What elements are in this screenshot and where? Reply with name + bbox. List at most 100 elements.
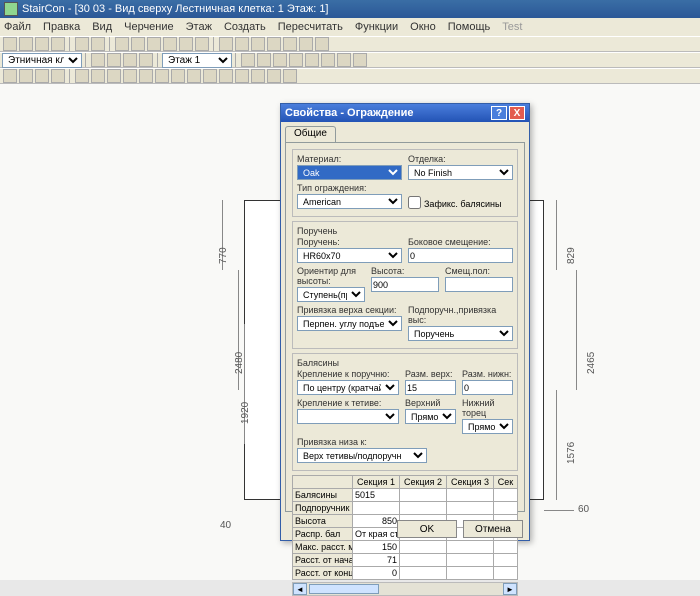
tb-btn[interactable]: [115, 37, 129, 51]
menu-edit[interactable]: Правка: [43, 21, 80, 33]
cell[interactable]: [447, 567, 494, 580]
attach-select[interactable]: По центру (кратчайшее): [297, 380, 399, 395]
cell[interactable]: 71: [353, 554, 400, 567]
height-input[interactable]: [371, 277, 439, 292]
tab-general[interactable]: Общие: [285, 126, 336, 142]
tb-btn[interactable]: [107, 53, 121, 67]
menu-func[interactable]: Функции: [355, 21, 398, 33]
tb-btn[interactable]: [289, 53, 303, 67]
row-hdr[interactable]: Макс. расст. м: [293, 541, 353, 554]
menu-window[interactable]: Окно: [410, 21, 436, 33]
tb-btn[interactable]: [257, 53, 271, 67]
ok-button[interactable]: OK: [397, 520, 457, 538]
menu-floor[interactable]: Этаж: [186, 21, 212, 33]
cell[interactable]: [400, 541, 447, 554]
scroll-left-icon[interactable]: ◄: [293, 583, 307, 595]
menu-create[interactable]: Создать: [224, 21, 266, 33]
type-select[interactable]: American: [297, 194, 402, 209]
tb-btn[interactable]: [35, 37, 49, 51]
tb-btn[interactable]: [299, 37, 313, 51]
cell[interactable]: [447, 554, 494, 567]
tb-btn[interactable]: [219, 69, 233, 83]
row-hdr[interactable]: Расст. от конц: [293, 567, 353, 580]
tb-btn[interactable]: [75, 69, 89, 83]
bot-select[interactable]: Верх тетивы/подпоручн: [297, 448, 427, 463]
tb-btn[interactable]: [91, 37, 105, 51]
tb-btn[interactable]: [139, 53, 153, 67]
th[interactable]: Секция 2: [400, 476, 447, 489]
th[interactable]: Секция 1: [353, 476, 400, 489]
fix-checkbox[interactable]: [408, 196, 421, 209]
tb-btn[interactable]: [19, 69, 33, 83]
tb-btn[interactable]: [267, 37, 281, 51]
tb-btn[interactable]: [131, 37, 145, 51]
cell[interactable]: От края ступ: [353, 528, 400, 541]
cell[interactable]: [494, 489, 518, 502]
tb-btn[interactable]: [321, 53, 335, 67]
finish-select[interactable]: No Finish: [408, 165, 513, 180]
menu-help[interactable]: Помощь: [448, 21, 491, 33]
tb-btn[interactable]: [195, 37, 209, 51]
dialog-titlebar[interactable]: Свойства - Ограждение ? X: [281, 104, 529, 122]
row-hdr[interactable]: Расст. от нача: [293, 554, 353, 567]
cell[interactable]: [353, 502, 400, 515]
material-select[interactable]: Oak: [297, 165, 402, 180]
row-hdr[interactable]: Подпоручник: [293, 502, 353, 515]
tb-btn[interactable]: [315, 37, 329, 51]
cell[interactable]: [494, 502, 518, 515]
tb-btn[interactable]: [203, 69, 217, 83]
row-hdr[interactable]: Балясины: [293, 489, 353, 502]
menu-recalc[interactable]: Пересчитать: [278, 21, 343, 33]
cell[interactable]: 150: [353, 541, 400, 554]
tb-btn[interactable]: [283, 69, 297, 83]
top-select[interactable]: Перпен. углу подъема: [297, 316, 402, 331]
cell[interactable]: [447, 541, 494, 554]
tb-btn[interactable]: [241, 53, 255, 67]
help-icon[interactable]: ?: [491, 106, 507, 120]
h-scrollbar[interactable]: ◄ ►: [292, 582, 518, 596]
tb-btn[interactable]: [91, 53, 105, 67]
upper-select[interactable]: Прямой: [405, 409, 456, 424]
tb-btn[interactable]: [3, 69, 17, 83]
tb-btn[interactable]: [171, 69, 185, 83]
tb-btn[interactable]: [251, 69, 265, 83]
combo-floor[interactable]: Этаж 1: [162, 53, 232, 68]
th[interactable]: [293, 476, 353, 489]
menu-file[interactable]: Файл: [4, 21, 31, 33]
th[interactable]: Сек: [494, 476, 518, 489]
szb-input[interactable]: [462, 380, 513, 395]
tb-btn[interactable]: [51, 69, 65, 83]
cell[interactable]: [400, 489, 447, 502]
tb-btn[interactable]: [75, 37, 89, 51]
menu-view[interactable]: Вид: [92, 21, 112, 33]
tb-btn[interactable]: [353, 53, 367, 67]
string-select[interactable]: [297, 409, 399, 424]
tb-btn[interactable]: [147, 37, 161, 51]
tb-btn[interactable]: [219, 37, 233, 51]
cell[interactable]: [400, 554, 447, 567]
tb-btn[interactable]: [51, 37, 65, 51]
tb-btn[interactable]: [273, 53, 287, 67]
tb-btn[interactable]: [235, 37, 249, 51]
tb-btn[interactable]: [305, 53, 319, 67]
cell[interactable]: [494, 541, 518, 554]
sub-select[interactable]: Поручень: [408, 326, 513, 341]
cell[interactable]: [494, 554, 518, 567]
tb-btn[interactable]: [251, 37, 265, 51]
scroll-thumb[interactable]: [309, 584, 379, 594]
tb-btn[interactable]: [235, 69, 249, 83]
tb-btn[interactable]: [19, 37, 33, 51]
tb-btn[interactable]: [123, 53, 137, 67]
tb-btn[interactable]: [179, 37, 193, 51]
cell[interactable]: [494, 567, 518, 580]
combo-stairwell[interactable]: Этничная клетк: [2, 53, 82, 68]
tb-btn[interactable]: [163, 37, 177, 51]
cell[interactable]: 0: [353, 567, 400, 580]
close-icon[interactable]: X: [509, 106, 525, 120]
tb-btn[interactable]: [35, 69, 49, 83]
tb-btn[interactable]: [139, 69, 153, 83]
tb-btn[interactable]: [123, 69, 137, 83]
tb-btn[interactable]: [187, 69, 201, 83]
tb-btn[interactable]: [107, 69, 121, 83]
menu-test[interactable]: Test: [502, 21, 522, 33]
